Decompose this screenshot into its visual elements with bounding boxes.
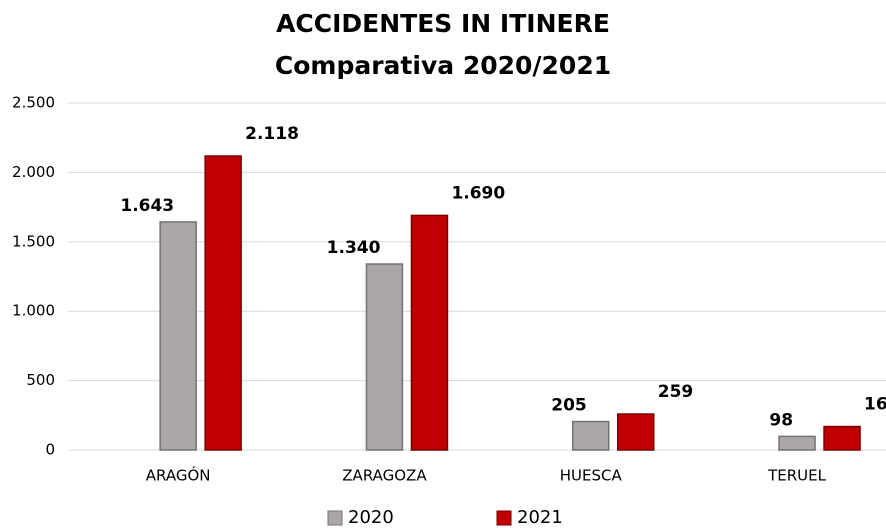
bar [617,413,655,451]
x-tick-label: HUESCA [560,467,623,485]
y-tick-label: 2.000 [12,163,55,181]
y-tick-label: 0 [45,441,55,459]
y-tick-label: 1.500 [12,232,55,250]
chart-subtitle: Comparativa 2020/2021 [275,51,611,80]
data-label: 1.340 [327,238,381,258]
bar [204,155,242,451]
data-label: 1.690 [451,183,505,203]
data-label: 2.118 [245,124,299,144]
data-label: 1.643 [120,196,174,216]
legend-label: 2021 [517,507,563,528]
x-tick-label: ARAGÓN [146,466,211,485]
bar [572,420,610,451]
y-tick-label: 2.500 [12,94,55,112]
chart-title: ACCIDENTES IN ITINERE [276,9,610,38]
x-tick-label: TERUEL [767,467,827,485]
bar [365,263,404,451]
data-label: 259 [658,382,694,402]
legend-label: 2020 [348,507,394,528]
data-label: 169 [864,395,886,415]
bar [410,214,449,451]
x-tick-label: ZARAGOZA [342,467,427,485]
y-tick-label: 1.000 [12,302,55,320]
bar [778,435,816,451]
data-label: 98 [769,410,793,430]
bar [823,425,861,451]
data-label: 205 [551,396,587,416]
y-tick-label: 500 [26,371,55,389]
legend-swatch [327,510,343,526]
legend-swatch [496,510,512,526]
bar [159,221,197,451]
